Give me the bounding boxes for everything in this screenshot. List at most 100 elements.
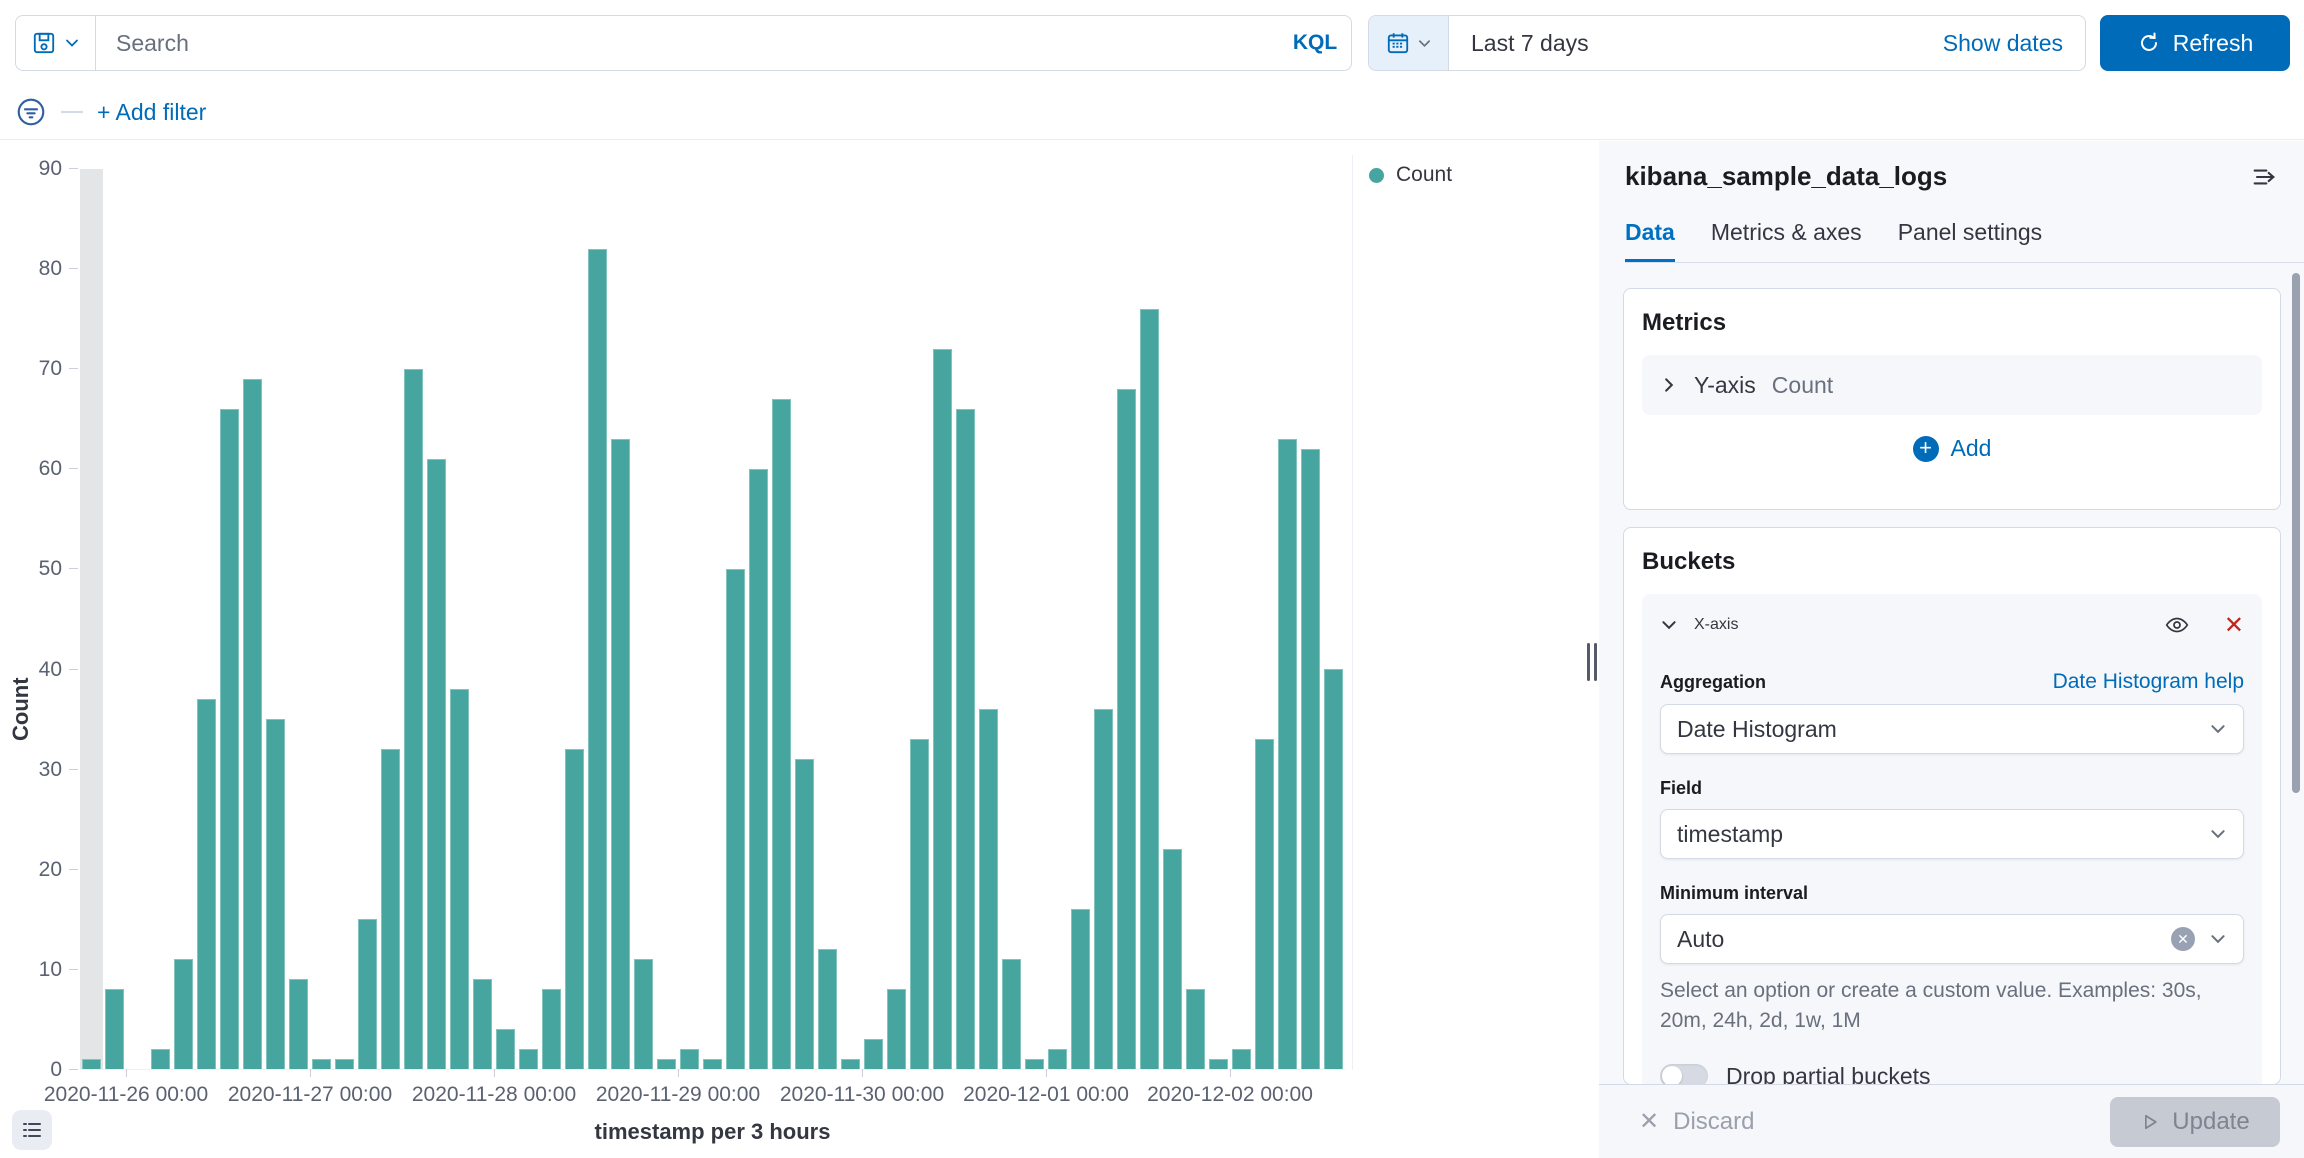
x-axis-bucket-section: X-axis ✕ Aggre	[1642, 594, 2262, 1085]
bar[interactable]	[1255, 739, 1275, 1069]
bar[interactable]	[1094, 709, 1114, 1069]
bar[interactable]	[243, 379, 263, 1069]
bar[interactable]	[680, 1049, 700, 1069]
minimum-interval-combobox[interactable]: Auto ✕	[1660, 914, 2244, 964]
aggregation-help-link[interactable]: Date Histogram help	[2053, 670, 2244, 694]
bar[interactable]	[542, 989, 562, 1069]
bar[interactable]	[657, 1059, 677, 1069]
bar[interactable]	[1071, 909, 1091, 1069]
bar[interactable]	[818, 949, 838, 1069]
bar[interactable]	[979, 709, 999, 1069]
panel-scrollbar[interactable]	[2292, 273, 2300, 793]
bar[interactable]	[496, 1029, 516, 1069]
bar[interactable]	[174, 959, 194, 1069]
panel-resize-handle[interactable]	[1585, 640, 1599, 684]
bar[interactable]	[1278, 439, 1298, 1069]
drop-partial-buckets-toggle[interactable]	[1660, 1064, 1708, 1085]
legend-toggle-button[interactable]	[12, 1110, 52, 1150]
field-select[interactable]: timestamp	[1660, 809, 2244, 859]
bar[interactable]	[289, 979, 309, 1069]
saved-query-menu-button[interactable]	[16, 16, 96, 70]
clear-icon[interactable]: ✕	[2171, 927, 2195, 951]
bar[interactable]	[565, 749, 585, 1069]
legend-item-count[interactable]: Count	[1369, 163, 1452, 187]
bar[interactable]	[335, 1059, 355, 1069]
bar[interactable]	[358, 919, 378, 1069]
bar[interactable]	[749, 469, 769, 1069]
bar[interactable]	[1025, 1059, 1045, 1069]
bar-slot	[1276, 169, 1299, 1069]
bar[interactable]	[197, 699, 217, 1069]
bar[interactable]	[519, 1049, 539, 1069]
refresh-button[interactable]: Refresh	[2100, 15, 2290, 71]
bar[interactable]	[105, 989, 125, 1069]
bar[interactable]	[82, 1059, 102, 1069]
chart-area: Count 0102030405060708090 timestamp per …	[0, 141, 1583, 1158]
aggregation-select[interactable]: Date Histogram	[1660, 704, 2244, 754]
search-input[interactable]: Search	[96, 16, 1279, 70]
bar[interactable]	[312, 1059, 332, 1069]
bar[interactable]	[841, 1059, 861, 1069]
bar[interactable]	[956, 409, 976, 1069]
bar[interactable]	[910, 739, 930, 1069]
bar[interactable]	[611, 439, 631, 1069]
panel-footer: ✕ Discard Update	[1599, 1084, 2304, 1158]
bar[interactable]	[450, 689, 470, 1069]
bar-slot	[356, 169, 379, 1069]
toggle-visibility-button[interactable]	[2164, 612, 2190, 638]
bar[interactable]	[266, 719, 286, 1069]
y-axis-tick-mark	[69, 268, 78, 269]
bar[interactable]	[220, 409, 240, 1069]
y-axis-tick-mark	[69, 368, 78, 369]
collapse-panel-button[interactable]	[2250, 163, 2278, 191]
bar[interactable]	[473, 979, 493, 1069]
bar[interactable]	[726, 569, 746, 1069]
remove-bucket-button[interactable]: ✕	[2224, 611, 2244, 640]
bar-chart-plot[interactable]	[80, 169, 1345, 1070]
tab-data[interactable]: Data	[1625, 219, 1675, 262]
y-axis-tick-label: 50	[39, 557, 62, 581]
bar[interactable]	[151, 1049, 171, 1069]
x-axis-tick-mark	[1046, 1069, 1047, 1077]
discard-button[interactable]: ✕ Discard	[1639, 1107, 1754, 1136]
bar[interactable]	[1186, 989, 1206, 1069]
show-dates-button[interactable]: Show dates	[1943, 16, 2085, 70]
add-metric-label: Add	[1951, 435, 1992, 462]
bar[interactable]	[772, 399, 792, 1069]
bar[interactable]	[1117, 389, 1137, 1069]
aggregation-value: Date Histogram	[1677, 716, 2209, 743]
add-filter-button[interactable]: + Add filter	[97, 99, 206, 126]
bar[interactable]	[1002, 959, 1022, 1069]
legend-color-dot	[1369, 168, 1384, 183]
update-button[interactable]: Update	[2110, 1097, 2280, 1147]
x-axis-title: timestamp per 3 hours	[80, 1119, 1345, 1145]
tab-panel-settings[interactable]: Panel settings	[1898, 219, 2042, 262]
metric-y-axis-row[interactable]: Y-axis Count	[1642, 355, 2262, 415]
bar[interactable]	[427, 459, 447, 1069]
bar[interactable]	[887, 989, 907, 1069]
date-quick-select-button[interactable]	[1369, 16, 1449, 70]
bar[interactable]	[703, 1059, 723, 1069]
bar[interactable]	[1324, 669, 1344, 1069]
bar[interactable]	[1232, 1049, 1252, 1069]
bar[interactable]	[588, 249, 608, 1069]
bar[interactable]	[795, 759, 815, 1069]
bar[interactable]	[933, 349, 953, 1069]
bar[interactable]	[1301, 449, 1321, 1069]
y-axis-tick-label: 90	[39, 157, 62, 181]
query-language-button[interactable]: KQL	[1279, 16, 1351, 70]
time-range-value[interactable]: Last 7 days	[1449, 16, 1943, 70]
bar[interactable]	[634, 959, 654, 1069]
add-metric-button[interactable]: + Add	[1642, 435, 2262, 462]
bar[interactable]	[1048, 1049, 1068, 1069]
bar[interactable]	[1163, 849, 1183, 1069]
bar[interactable]	[381, 749, 401, 1069]
bar-slot	[793, 169, 816, 1069]
bar[interactable]	[1140, 309, 1160, 1069]
bar[interactable]	[1209, 1059, 1229, 1069]
chevron-down-icon[interactable]	[1660, 616, 1678, 634]
tab-metrics-axes[interactable]: Metrics & axes	[1711, 219, 1862, 262]
bar[interactable]	[864, 1039, 884, 1069]
bar[interactable]	[404, 369, 424, 1069]
filter-icon[interactable]	[15, 96, 47, 128]
